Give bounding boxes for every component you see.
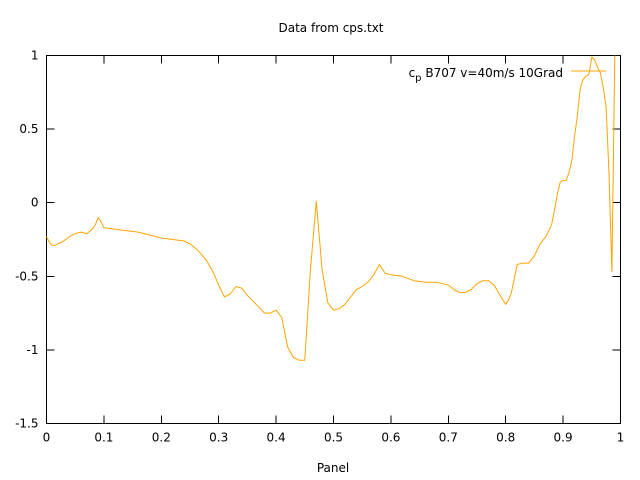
legend-label-rest: B707 v=40m/s 10Grad: [422, 66, 563, 80]
x-tick-label: 0.9: [554, 431, 573, 445]
legend: cp B707 v=40m/s 10Grad: [409, 66, 606, 84]
x-tick-label: 0.6: [381, 431, 400, 445]
y-tick-label: -0.5: [15, 269, 38, 283]
y-tick-label: 0.5: [19, 122, 38, 136]
x-tick-label: 0.8: [496, 431, 515, 445]
x-tick-label: 0.2: [152, 431, 171, 445]
x-axis-label: Panel: [317, 461, 349, 475]
x-tick-label: 0: [43, 431, 51, 445]
x-tick-label: 1: [617, 431, 625, 445]
x-tick-label: 0.3: [209, 431, 228, 445]
legend-label: cp B707 v=40m/s 10Grad: [409, 66, 563, 84]
series-layer: [46, 55, 616, 361]
x-tick-label: 0.4: [267, 431, 286, 445]
legend-label-sub: p: [415, 73, 421, 84]
y-axis-ticks: -1.5 -1 -0.5 0 0.5 1: [15, 49, 621, 431]
y-tick-label: -1.5: [15, 417, 38, 431]
plot-frame: [46, 55, 621, 424]
series-line-cp: [46, 55, 616, 361]
x-tick-label: 0.1: [94, 431, 113, 445]
x-tick-label: 0.5: [324, 431, 343, 445]
y-tick-label: -1: [27, 343, 39, 357]
legend-label-main: c: [409, 66, 416, 80]
x-tick-label: 0.7: [439, 431, 458, 445]
y-tick-label: 0: [31, 196, 39, 210]
chart-title: Data from cps.txt: [279, 21, 384, 35]
y-tick-label: 1: [31, 49, 39, 63]
